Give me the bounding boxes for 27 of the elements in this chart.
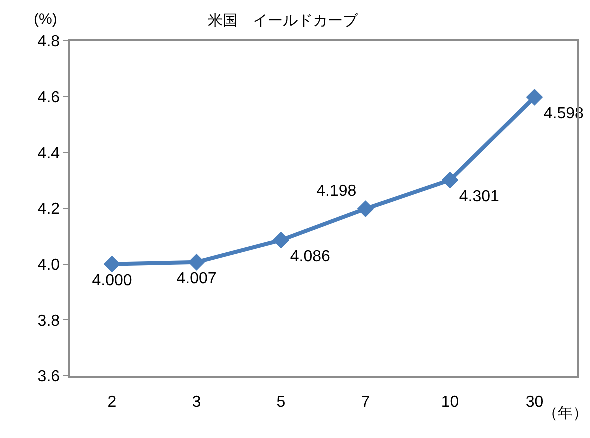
y-axis-title: (%) bbox=[34, 11, 58, 28]
y-tick-label: 4.0 bbox=[38, 256, 60, 274]
x-tick-label: 3 bbox=[192, 394, 202, 411]
x-tick-label: 7 bbox=[361, 394, 370, 411]
point bbox=[104, 256, 121, 273]
chart-title: 米国 イールドカーブ bbox=[208, 12, 359, 30]
y-tick-label: 4.8 bbox=[38, 34, 60, 51]
data-label: 4.086 bbox=[290, 248, 331, 266]
x-axis-title: （年） bbox=[543, 405, 588, 422]
point bbox=[188, 254, 206, 271]
data-label: 4.301 bbox=[459, 188, 500, 206]
x-tick-label: 2 bbox=[108, 394, 117, 411]
y-tick-label: 3.6 bbox=[38, 368, 60, 386]
y-tick-label: 4.4 bbox=[38, 145, 60, 162]
y-tick-label: 4.2 bbox=[38, 201, 60, 218]
point bbox=[442, 172, 459, 189]
x-tick-label: 10 bbox=[441, 394, 460, 411]
y-tick-label: 3.8 bbox=[38, 312, 60, 330]
data-label: 4.198 bbox=[316, 182, 357, 200]
data-label: 4.007 bbox=[176, 270, 217, 288]
y-tick-label: 4.6 bbox=[38, 89, 60, 106]
point bbox=[272, 232, 290, 249]
point bbox=[357, 200, 374, 218]
point bbox=[526, 88, 544, 106]
data-label: 4.000 bbox=[92, 272, 132, 290]
x-tick-label: 5 bbox=[276, 394, 286, 411]
x-tick-label: 30 bbox=[526, 394, 544, 411]
